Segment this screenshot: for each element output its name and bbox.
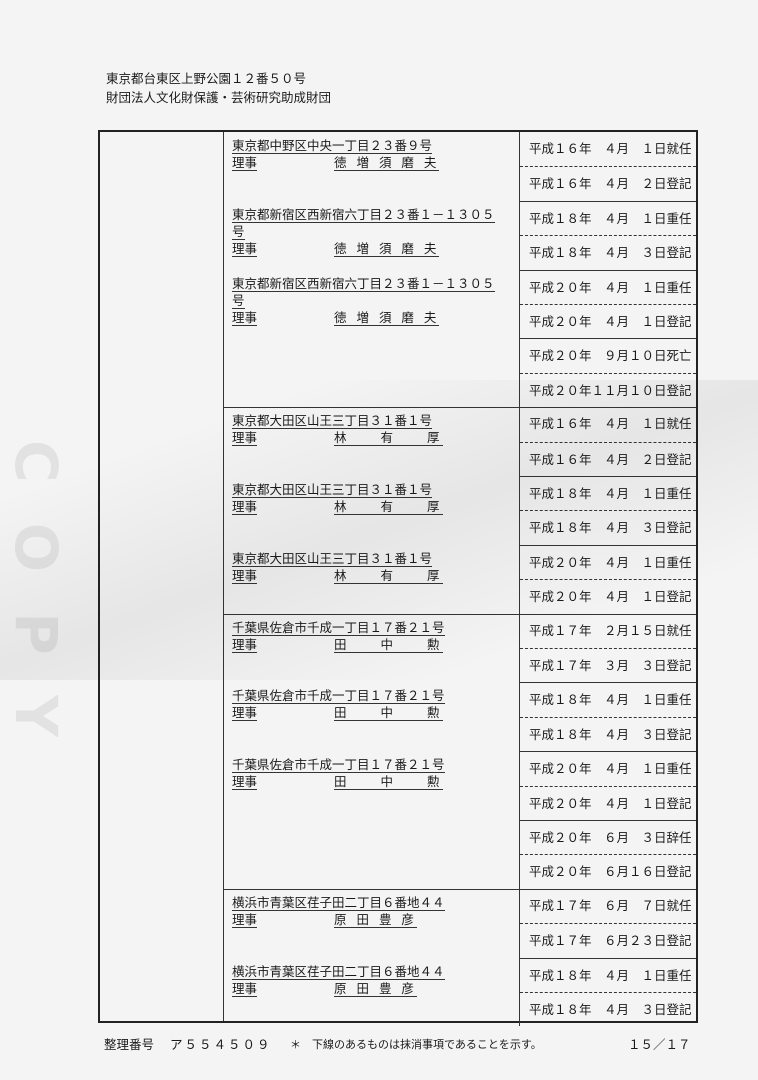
- header-organization: 財団法人文化財保護・芸術研究助成財団: [106, 90, 332, 105]
- page-number: １５／１７: [628, 1037, 691, 1052]
- registration-date: 平成２０年 ４月 １日登記: [520, 304, 696, 338]
- officer-entry: 東京都大田区山王三丁目３１番１号 理事 林 有 厚: [232, 407, 517, 476]
- officer-address: 東京都新宿区西新宿六丁目２３番１－１３０５: [232, 275, 495, 292]
- officer-name: 林 有 厚: [334, 567, 443, 584]
- officer-title: 理事: [232, 240, 258, 257]
- registration-date: 平成１７年 ６月２３日登記: [520, 923, 696, 957]
- date-column: 平成１７年 ６月 ７日就任平成１７年 ６月２３日登記 平成１８年 ４月 １日重任平…: [519, 888, 696, 1027]
- officer-title: 理事: [232, 309, 258, 326]
- background-watermark-band: [0, 380, 758, 680]
- officer-name: 林 有 厚: [334, 430, 443, 447]
- officer-entry: 東京都大田区山王三丁目３１番１号 理事 林 有 厚: [232, 545, 517, 614]
- event-date: 平成１８年 ４月 １日重任: [520, 200, 696, 235]
- event-date: 平成２０年 ４月 １日重任: [520, 751, 696, 785]
- officer-entry: 千葉県佐倉市千成一丁目１７番２１号 理事 田 中 勲: [232, 751, 517, 820]
- officer-section: 横浜市青葉区荏子田二丁目６番地４４ 理事原 田 豊 彦横浜市青葉区荏子田二丁目６番…: [223, 888, 696, 1027]
- officer-section: 東京都大田区山王三丁目３１番１号 理事林 有 厚東京都大田区山王三丁目３１番１号理…: [223, 407, 696, 615]
- officer-section: 千葉県佐倉市千成一丁目１７番２１号 理事田 中 勲千葉県佐倉市千成一丁目１７番２１…: [223, 613, 696, 890]
- officer-title: 理事: [232, 980, 258, 997]
- officer-entry: 東京都新宿区西新宿六丁目２３番１－１３０５ 号理事 徳 増 須 磨 夫: [232, 201, 517, 270]
- officer-title: 理事: [232, 430, 258, 447]
- officer-name: 林 有 厚: [334, 498, 443, 515]
- officer-address: 東京都新宿区西新宿六丁目２３番１－１３０５: [232, 206, 495, 223]
- event-date: 平成１７年 ２月１５日就任: [529, 622, 692, 638]
- officer-address: 東京都中野区中央一丁目２３番９号: [232, 138, 433, 154]
- registration-date: 平成２０年 ６月１６日登記: [520, 854, 696, 888]
- date-column: 平成１６年 ４月 １日就任平成１６年 ４月 ２日登記 平成１８年 ４月 １日重任平…: [519, 132, 696, 408]
- officer-address: 千葉県佐倉市千成一丁目１７番２１号: [232, 619, 445, 636]
- event-date: 平成１６年 ４月 １日就任: [529, 416, 692, 432]
- reference-label: 整理番号: [104, 1037, 155, 1052]
- officer-address: 東京都大田区山王三丁目３１番１号: [232, 413, 433, 430]
- officer-name: 徳 増 須 磨 夫: [334, 309, 440, 326]
- officer-name: 田 中 勲: [334, 705, 443, 722]
- officer-section: 東京都中野区中央一丁目２３番９号 理事徳 増 須 磨 夫東京都新宿区西新宿六丁目２…: [223, 132, 696, 409]
- registration-date: 平成１８年 ４月 ３日登記: [520, 716, 696, 751]
- officer-title: 理事: [232, 498, 258, 515]
- date-column: 平成１７年 ２月１５日就任平成１７年 ３月 ３日登記 平成１８年 ４月 １日重任平…: [519, 613, 696, 889]
- event-date: 平成２０年 ４月 １日重任: [520, 544, 696, 579]
- registration-date: 平成２０年 ４月 １日登記: [520, 579, 696, 613]
- registration-date: 平成１８年 ４月 ３日登記: [520, 510, 696, 544]
- officer-address: 東京都大田区山王三丁目３１番１号: [232, 550, 433, 567]
- registration-date: 平成１６年 ４月 ２日登記: [520, 441, 696, 476]
- event-date: 平成２０年 ９月１０日死亡: [520, 338, 696, 372]
- officer-address: 横浜市青葉区荏子田二丁目６番地４４: [232, 963, 445, 980]
- registration-date: 平成１８年 ４月 ３日登記: [520, 991, 696, 1026]
- registration-date: 平成２０年１１月１０日登記: [520, 372, 696, 407]
- officer-address-continued: 号: [232, 223, 245, 240]
- officer-entry: 東京都中野区中央一丁目２３番９号 理事 徳 増 須 磨 夫: [232, 132, 517, 201]
- left-blank-column: [100, 132, 224, 1021]
- officer-title: 理事: [232, 155, 258, 171]
- officer-entry: 横浜市青葉区荏子田二丁目６番地４４ 理事 原 田 豊 彦: [232, 958, 517, 1027]
- event-date: 平成２０年 ４月 １日重任: [520, 269, 696, 304]
- officer-address: 東京都大田区山王三丁目３１番１号: [232, 481, 433, 498]
- registration-date: 平成１６年 ４月 ２日登記: [520, 166, 696, 200]
- registration-date: 平成１７年 ３月 ３日登記: [520, 647, 696, 682]
- officer-entry: 千葉県佐倉市千成一丁目１７番２１号 理事 田 中 勲: [232, 614, 517, 683]
- date-column: 平成１６年 ４月 １日就任平成１６年 ４月 ２日登記 平成１８年 ４月 １日重任平…: [519, 407, 696, 614]
- event-date: 平成１８年 ４月 １日重任: [520, 957, 696, 992]
- registry-table: 東京都中野区中央一丁目２３番９号 理事徳 増 須 磨 夫東京都新宿区西新宿六丁目２…: [98, 130, 698, 1027]
- officer-name: 徳 増 須 磨 夫: [334, 240, 440, 257]
- reference-number: ア５５４５０９: [170, 1037, 272, 1052]
- copy-watermark: C O P Y: [2, 440, 70, 747]
- registration-date: 平成２０年 ４月 １日登記: [520, 785, 696, 820]
- underline-note: ＊ 下線のあるものは抹消事項であることを示す。: [290, 1038, 542, 1051]
- officer-address: 千葉県佐倉市千成一丁目１７番２１号: [232, 688, 445, 705]
- officer-title: 理事: [232, 567, 258, 584]
- officer-entry: 横浜市青葉区荏子田二丁目６番地４４ 理事 原 田 豊 彦: [232, 889, 517, 958]
- event-date: 平成１７年 ６月 ７日就任: [529, 897, 692, 913]
- event-date: 平成１８年 ４月 １日重任: [520, 475, 696, 510]
- officer-name: 徳 増 須 磨 夫: [334, 155, 440, 171]
- officer-name: 田 中 勲: [334, 774, 443, 791]
- officer-title: 理事: [232, 705, 258, 722]
- officer-name: 原 田 豊 彦: [334, 911, 417, 928]
- officer-title: 理事: [232, 636, 258, 653]
- officer-address-continued: 号: [232, 292, 245, 309]
- officer-address: 横浜市青葉区荏子田二丁目６番地４４: [232, 894, 445, 911]
- event-date: 平成１６年 ４月 １日就任: [529, 141, 692, 156]
- officer-name: 原 田 豊 彦: [334, 980, 417, 997]
- officer-entry: 千葉県佐倉市千成一丁目１７番２１号 理事 田 中 勲: [232, 682, 517, 751]
- header-address: 東京都台東区上野公園１２番５０号: [106, 71, 307, 86]
- officer-address: 千葉県佐倉市千成一丁目１７番２１号: [232, 757, 445, 774]
- officer-name: 田 中 勲: [334, 636, 443, 653]
- registration-date: 平成１８年 ４月 ３日登記: [520, 235, 696, 269]
- event-date: 平成１８年 ４月 １日重任: [520, 682, 696, 716]
- event-date: 平成２０年 ６月 ３日辞任: [520, 819, 696, 854]
- officer-entry: 東京都大田区山王三丁目３１番１号 理事 林 有 厚: [232, 476, 517, 545]
- officer-title: 理事: [232, 774, 258, 791]
- officer-title: 理事: [232, 911, 258, 928]
- officer-entry: 東京都新宿区西新宿六丁目２３番１－１３０５ 号理事 徳 増 須 磨 夫: [232, 270, 517, 339]
